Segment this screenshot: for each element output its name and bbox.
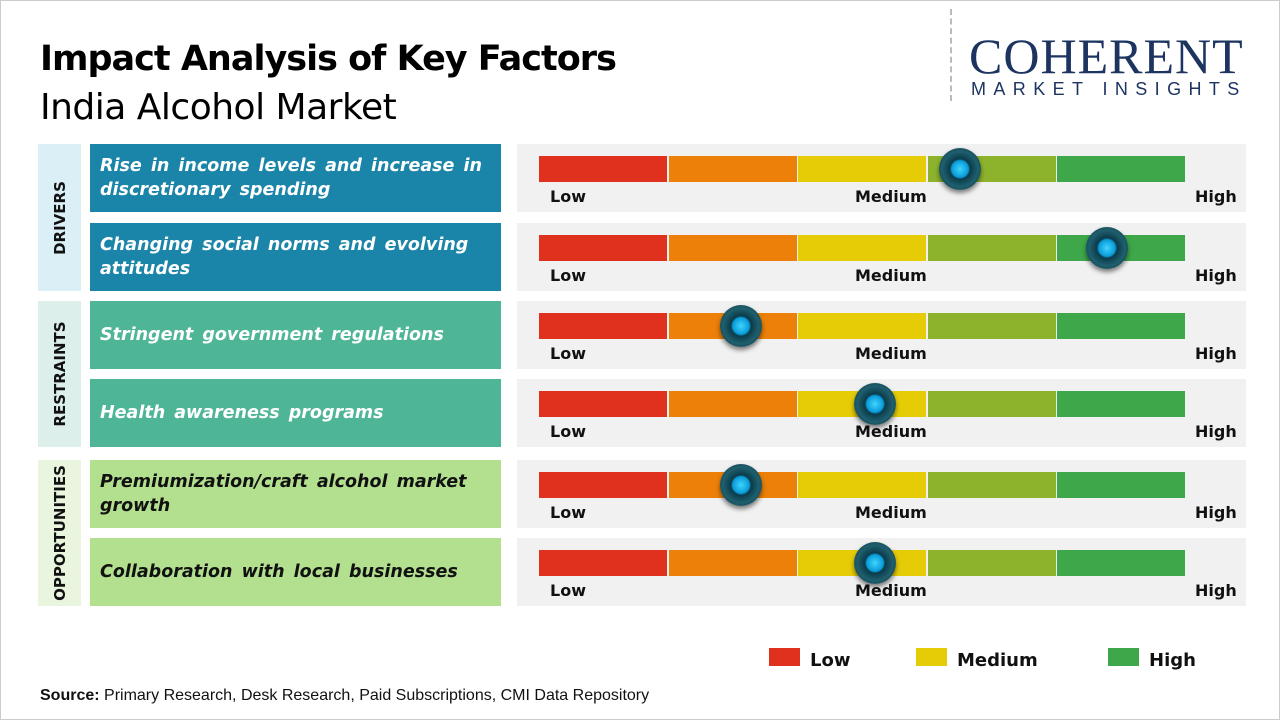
scale-label-low: Low — [550, 503, 586, 522]
impact-marker — [939, 148, 982, 190]
gauge-segment — [927, 235, 1056, 261]
factor-label: Rise in income levels and increase in di… — [90, 144, 501, 212]
gauge-segment — [1057, 156, 1186, 182]
page-title: Impact Analysis of Key Factors — [40, 39, 617, 79]
scale-label-low: Low — [550, 344, 586, 363]
gauge-segment — [1057, 550, 1186, 576]
impact-gauge: Low Medium High — [517, 301, 1246, 369]
gauge-segment — [798, 235, 927, 261]
impact-marker — [854, 542, 897, 584]
category-label: DRIVERS — [50, 180, 69, 255]
gauge-segment — [668, 156, 797, 182]
scale-label-medium: Medium — [855, 187, 927, 206]
impact-marker — [1086, 227, 1129, 269]
scale-label-medium: Medium — [855, 422, 927, 441]
impact-gauge: Low Medium High — [517, 538, 1246, 606]
scale-label-low: Low — [550, 187, 586, 206]
gauge-segment — [1057, 472, 1186, 498]
scale-label-high: High — [1195, 344, 1237, 363]
gauge-segment — [668, 550, 797, 576]
legend-swatch-low — [769, 648, 800, 666]
category-label: OPPORTUNITIES — [50, 465, 69, 601]
legend-label-high: High — [1149, 650, 1196, 671]
legend-swatch-medium — [916, 648, 947, 666]
factor-label: Collaboration with local businesses — [90, 538, 501, 606]
gauge-segment — [927, 313, 1056, 339]
gauge-segment — [539, 313, 668, 339]
gauge-segment — [539, 550, 668, 576]
gauge-segment — [539, 472, 668, 498]
category-opportunities: OPPORTUNITIES — [38, 460, 81, 606]
legend-swatch-high — [1108, 648, 1139, 666]
gauge-segment — [927, 391, 1056, 417]
legend-label-medium: Medium — [957, 650, 1038, 671]
gauge-segment — [668, 391, 797, 417]
source-note: Source: Primary Research, Desk Research,… — [40, 687, 649, 705]
gauge-segment — [1057, 391, 1186, 417]
source-label: Source: — [40, 687, 100, 704]
gauge-segment — [539, 156, 668, 182]
gauge-segment — [668, 235, 797, 261]
impact-gauge: Low Medium High — [517, 223, 1246, 291]
factor-label: Health awareness programs — [90, 379, 501, 447]
scale-label-low: Low — [550, 266, 586, 285]
scale-label-medium: Medium — [855, 344, 927, 363]
scale-label-high: High — [1195, 581, 1237, 600]
gauge-segment — [927, 472, 1056, 498]
scale-label-low: Low — [550, 581, 586, 600]
logo-tagline: MARKET INSIGHTS — [971, 79, 1247, 99]
gauge-segment — [798, 313, 927, 339]
scale-label-medium: Medium — [855, 581, 927, 600]
impact-marker — [720, 464, 763, 506]
scale-label-high: High — [1195, 266, 1237, 285]
category-label: RESTRAINTS — [50, 321, 69, 427]
scale-label-medium: Medium — [855, 503, 927, 522]
scale-label-high: High — [1195, 422, 1237, 441]
gauge-segment — [798, 156, 927, 182]
impact-marker — [854, 383, 897, 425]
impact-gauge: Low Medium High — [517, 379, 1246, 447]
divider — [950, 9, 952, 101]
category-restraints: RESTRAINTS — [38, 301, 81, 447]
legend-label-low: Low — [810, 650, 851, 671]
impact-gauge: Low Medium High — [517, 460, 1246, 528]
scale-label-medium: Medium — [855, 266, 927, 285]
gauge-segment — [798, 472, 927, 498]
scale-label-low: Low — [550, 422, 586, 441]
factor-label: Changing social norms and evolving attit… — [90, 223, 501, 291]
source-text: Primary Research, Desk Research, Paid Su… — [99, 687, 650, 704]
impact-gauge: Low Medium High — [517, 144, 1246, 212]
factor-label: Stringent government regulations — [90, 301, 501, 369]
category-drivers: DRIVERS — [38, 144, 81, 291]
impact-marker — [720, 305, 763, 347]
scale-label-high: High — [1195, 187, 1237, 206]
gauge-segment — [1057, 313, 1186, 339]
page-subtitle: India Alcohol Market — [40, 87, 397, 128]
gauge-segment — [539, 391, 668, 417]
gauge-segment — [539, 235, 668, 261]
scale-label-high: High — [1195, 503, 1237, 522]
factor-label: Premiumization/craft alcohol market grow… — [90, 460, 501, 528]
logo: COHERENT — [969, 28, 1244, 84]
gauge-segment — [927, 550, 1056, 576]
